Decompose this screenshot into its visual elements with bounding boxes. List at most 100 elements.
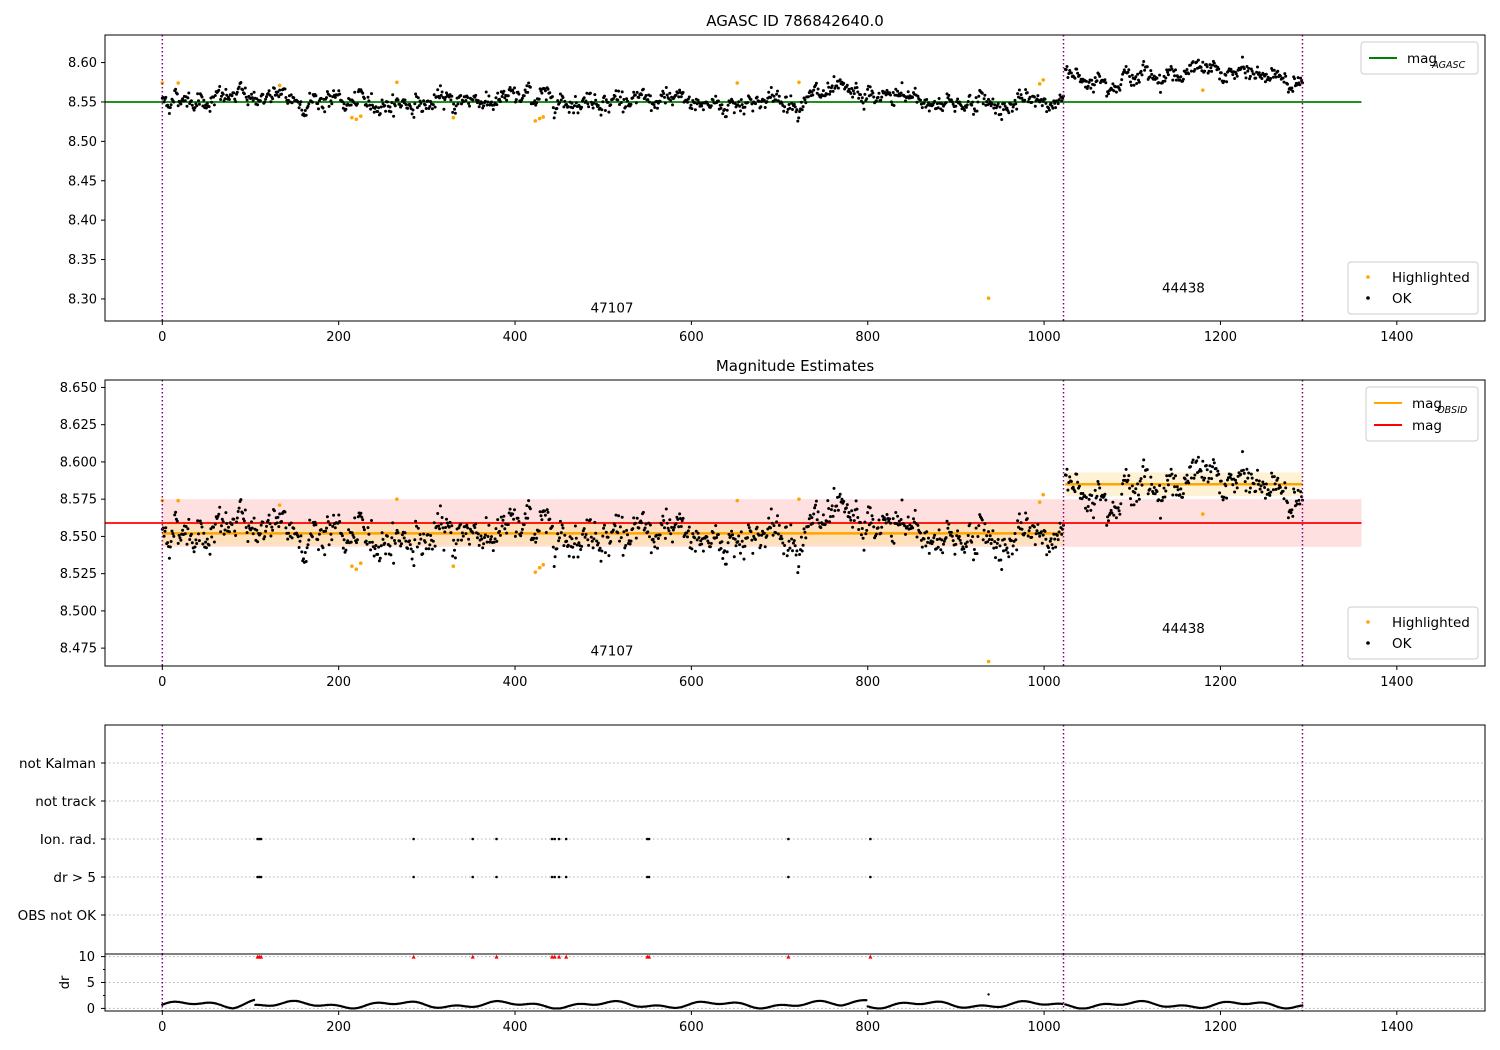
ok-point <box>1250 476 1254 480</box>
ok-point <box>836 508 840 512</box>
ok-point <box>1136 72 1140 76</box>
ok-point <box>603 551 607 555</box>
ok-point <box>711 98 715 102</box>
ok-point <box>290 536 294 540</box>
ok-point <box>246 103 250 107</box>
ok-point <box>850 509 854 513</box>
ok-point <box>487 94 491 98</box>
ok-point <box>1077 73 1081 77</box>
ok-point <box>1212 461 1216 465</box>
ok-point <box>733 537 737 541</box>
ok-point <box>535 101 539 105</box>
ok-point <box>604 98 608 102</box>
ok-point <box>1291 514 1295 518</box>
ok-point <box>646 98 650 102</box>
ok-point <box>327 543 331 547</box>
ok-point <box>660 523 664 527</box>
ok-point <box>179 102 183 106</box>
ok-point <box>849 518 853 522</box>
ok-point <box>1243 71 1247 75</box>
ok-point <box>1017 512 1021 516</box>
ok-point <box>447 95 451 99</box>
ok-point <box>865 528 869 532</box>
ok-point <box>571 545 575 549</box>
ok-point <box>633 93 637 97</box>
ok-point <box>1291 89 1295 93</box>
ok-point <box>235 516 239 520</box>
ok-point <box>1017 88 1021 92</box>
ok-point <box>488 540 492 544</box>
ok-point <box>993 103 997 107</box>
ok-point <box>212 103 216 107</box>
ok-point <box>1276 476 1280 480</box>
ok-point <box>798 553 802 556</box>
ok-point <box>576 555 580 559</box>
ok-point <box>1141 465 1145 468</box>
ok-point <box>359 511 363 515</box>
ok-point <box>219 98 223 101</box>
ok-point <box>505 531 509 535</box>
ok-point <box>167 112 171 115</box>
ok-point <box>632 90 636 94</box>
ok-point <box>377 106 381 110</box>
ok-point <box>920 545 924 549</box>
ok-point <box>300 550 304 554</box>
ok-point <box>498 529 501 533</box>
ok-point <box>1149 475 1153 479</box>
ok-point <box>904 532 907 536</box>
ok-point <box>176 104 180 108</box>
ok-point <box>1158 484 1162 487</box>
ok-point <box>540 91 544 95</box>
ok-point <box>1077 484 1081 488</box>
ok-point <box>1244 489 1248 493</box>
ok-point <box>344 107 348 111</box>
ok-point <box>674 93 678 97</box>
ok-point <box>225 522 229 525</box>
ok-point <box>900 81 904 85</box>
ok-point <box>227 95 230 99</box>
ok-point <box>1015 107 1019 111</box>
ok-point <box>1195 459 1199 463</box>
ok-point <box>588 91 592 95</box>
ok-point <box>863 92 867 96</box>
ok-point <box>484 516 488 520</box>
ok-point <box>277 525 281 529</box>
ok-point <box>431 539 435 543</box>
ok-point <box>236 510 240 513</box>
ok-point <box>292 526 296 530</box>
clipped-marker <box>564 954 569 959</box>
ok-point <box>1164 76 1168 80</box>
ok-point <box>628 542 632 546</box>
ok-point <box>763 106 767 109</box>
ok-point <box>904 99 907 103</box>
ok-point <box>1181 492 1185 496</box>
ok-point <box>163 529 167 533</box>
ok-point <box>189 99 193 103</box>
ok-point <box>812 88 816 92</box>
flag-point <box>869 875 872 879</box>
ok-point <box>239 498 243 502</box>
ok-point <box>234 100 238 103</box>
ok-point <box>691 532 695 536</box>
ok-point <box>1189 476 1193 480</box>
ok-point <box>757 99 761 103</box>
ok-point <box>1296 488 1300 492</box>
ok-point <box>1216 469 1220 473</box>
ok-point <box>747 526 751 530</box>
ok-point <box>419 537 423 541</box>
ok-point <box>761 529 764 533</box>
ok-point <box>207 543 211 547</box>
ok-point <box>1273 482 1277 486</box>
ok-point <box>413 102 417 106</box>
dr-points <box>161 993 1304 1010</box>
ok-point <box>1252 72 1256 76</box>
ok-point <box>1165 68 1169 72</box>
ok-point <box>1000 118 1004 121</box>
x-tick-label: 400 <box>503 675 528 690</box>
highlighted-point <box>354 567 359 571</box>
ok-point <box>473 526 477 529</box>
axes-frame <box>104 379 1486 667</box>
ok-point <box>679 525 683 528</box>
legend-box <box>1347 261 1479 315</box>
ok-point <box>567 554 571 558</box>
